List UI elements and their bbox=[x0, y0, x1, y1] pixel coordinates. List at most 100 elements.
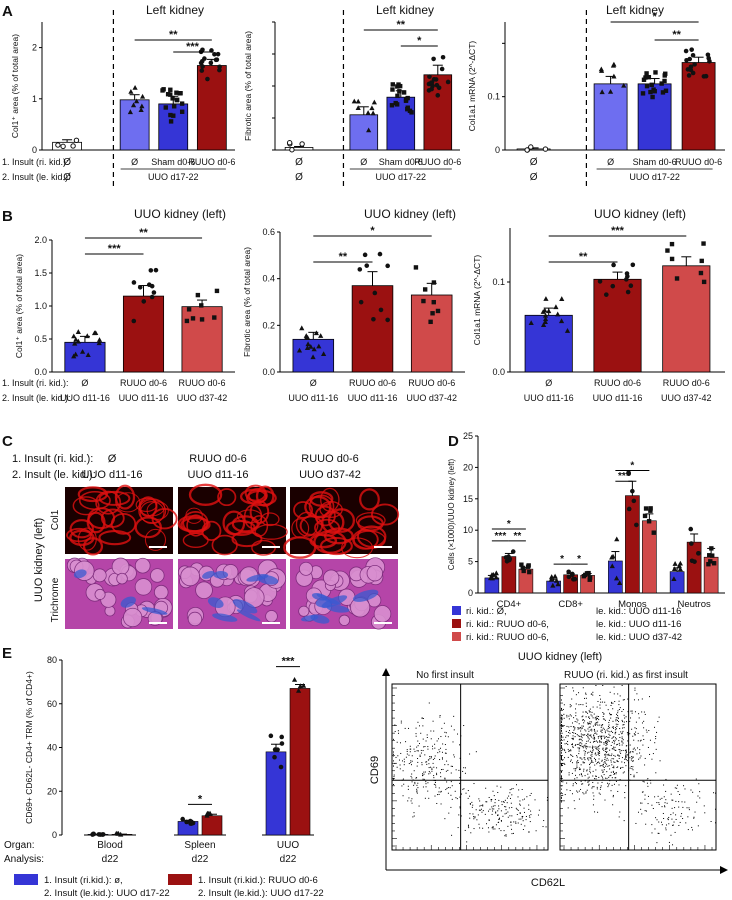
flow-event-1-594 bbox=[561, 734, 562, 736]
flow-event-1-505 bbox=[617, 710, 619, 712]
flow-event-0-167 bbox=[425, 781, 427, 783]
flow-event-1-622 bbox=[598, 748, 600, 750]
flow-event-1-297 bbox=[597, 752, 599, 754]
B1-point-1-7 bbox=[149, 294, 155, 300]
flow-event-0-140 bbox=[394, 730, 396, 732]
B2-ytick-label-3: 0.6 bbox=[262, 227, 275, 237]
flow-event-1-859 bbox=[613, 736, 615, 738]
flow-event-1-846 bbox=[590, 750, 592, 752]
flow-event-1-337 bbox=[591, 751, 593, 753]
flow-event-1-409 bbox=[561, 719, 563, 721]
flow-event-1-861 bbox=[585, 748, 587, 750]
D-point-2-2-3 bbox=[646, 519, 652, 524]
flow-event-1-507 bbox=[621, 757, 623, 759]
panel-c-row-group-label: UUO kidney (left) bbox=[33, 518, 45, 602]
flow-event-1-651 bbox=[609, 691, 611, 693]
A3-point-3-10 bbox=[690, 52, 696, 58]
B2-point-1-9 bbox=[362, 252, 368, 258]
flow-event-1-563 bbox=[566, 725, 568, 727]
flow-event-1-321 bbox=[619, 707, 621, 709]
flow-event-0-116 bbox=[438, 793, 440, 795]
flow-event-1-285 bbox=[634, 749, 636, 751]
flow-event-1-732 bbox=[581, 746, 583, 748]
flow-event-0-336 bbox=[505, 809, 507, 811]
flow-event-0-152 bbox=[393, 765, 394, 767]
col1-strand-1-25 bbox=[255, 485, 275, 507]
flow-event-1-866 bbox=[629, 744, 631, 746]
A3-point-1-4 bbox=[598, 66, 604, 72]
flow-event-1-405 bbox=[600, 729, 602, 731]
D-point-1-0-3 bbox=[548, 577, 554, 582]
flow-event-1-1018 bbox=[694, 811, 696, 813]
B1-point-1-9 bbox=[141, 299, 147, 304]
flow-event-1-304 bbox=[611, 758, 613, 760]
flow-event-0-315 bbox=[474, 817, 476, 819]
flow-event-0-28 bbox=[417, 721, 419, 723]
flow-event-1-151 bbox=[621, 736, 623, 738]
flow-event-1-357 bbox=[561, 716, 562, 718]
flow-event-1-754 bbox=[639, 749, 641, 751]
flow-event-1-608 bbox=[561, 718, 562, 720]
flow-event-1-468 bbox=[580, 727, 582, 729]
panel-c-col3-second: UUO d37-42 bbox=[299, 469, 361, 481]
flow-event-1-668 bbox=[592, 717, 594, 719]
flow-event-0-121 bbox=[410, 800, 412, 802]
flow-event-1-182 bbox=[579, 768, 581, 770]
flow-event-1-841 bbox=[572, 783, 574, 785]
flow-event-1-426 bbox=[589, 741, 591, 743]
flow-event-1-583 bbox=[632, 748, 634, 750]
flow-event-1-910 bbox=[647, 795, 649, 797]
trichrome-fibrosis-1-6 bbox=[207, 597, 224, 609]
A1-label-second-0: Ø bbox=[63, 172, 71, 183]
flow-event-0-243 bbox=[417, 740, 419, 742]
A2-point-2-12 bbox=[405, 105, 410, 110]
flow-event-1-356 bbox=[611, 702, 613, 704]
flow-event-1-450 bbox=[611, 748, 613, 750]
flow-event-0-301 bbox=[491, 827, 493, 829]
flow-event-1-778 bbox=[629, 720, 631, 722]
flow-event-0-270 bbox=[510, 821, 512, 823]
flow-event-1-1016 bbox=[678, 806, 680, 808]
A2-point-1-1 bbox=[370, 110, 376, 116]
flow-event-1-702 bbox=[602, 712, 604, 714]
A1-label-second-1: UUO d17-22 bbox=[148, 172, 199, 182]
flow-event-1-215 bbox=[600, 701, 602, 703]
flow-event-1-545 bbox=[622, 721, 624, 723]
flow-event-1-836 bbox=[561, 797, 562, 799]
flow-event-1-71 bbox=[612, 766, 614, 768]
flow-event-1-368 bbox=[590, 723, 592, 725]
flow-event-0-55 bbox=[408, 727, 410, 729]
D-point-0-2-1 bbox=[519, 562, 524, 567]
flow-event-1-13 bbox=[583, 768, 585, 770]
flow-event-1-486 bbox=[644, 757, 646, 759]
flow-event-1-951 bbox=[668, 823, 670, 825]
panel-b-title-3: UUO kidney (left) bbox=[594, 207, 686, 221]
D-point-2-0-3 bbox=[609, 563, 615, 569]
flow-event-0-299 bbox=[472, 813, 474, 815]
flow-event-1-560 bbox=[637, 740, 639, 742]
D-ytick-label-1: 5 bbox=[468, 557, 473, 567]
flow-event-1-879 bbox=[578, 753, 580, 755]
flow-event-1-277 bbox=[568, 718, 570, 720]
flow-event-0-237 bbox=[444, 752, 446, 754]
flow-event-1-926 bbox=[646, 779, 648, 781]
flow-event-0-97 bbox=[467, 790, 469, 792]
flow-event-1-918 bbox=[679, 793, 681, 795]
flow-event-0-38 bbox=[431, 767, 433, 769]
B3-point-0-12 bbox=[542, 319, 548, 325]
flow-event-1-885 bbox=[607, 754, 609, 756]
flow-event-0-223 bbox=[407, 800, 409, 802]
flow-event-0-34 bbox=[423, 746, 425, 748]
flow-event-1-2 bbox=[655, 772, 657, 774]
flow-event-1-411 bbox=[582, 783, 584, 785]
flow-event-1-436 bbox=[604, 758, 606, 760]
flow-event-0-145 bbox=[433, 766, 435, 768]
flow-event-1-292 bbox=[568, 772, 570, 774]
flow-event-1-923 bbox=[715, 822, 716, 824]
flow-event-1-216 bbox=[589, 711, 591, 713]
flow-event-1-922 bbox=[687, 816, 689, 818]
flow-event-1-116 bbox=[599, 707, 601, 709]
flow-event-1-656 bbox=[613, 748, 615, 750]
flow-event-1-897 bbox=[618, 757, 620, 759]
flow-event-1-360 bbox=[625, 750, 627, 752]
